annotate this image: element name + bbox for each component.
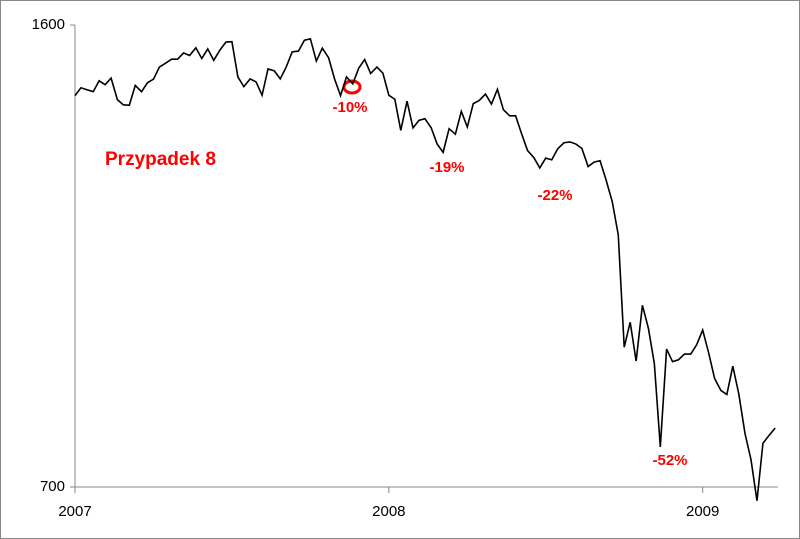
x-tick-label: 2008 <box>372 503 405 520</box>
y-tick-label: 1600 <box>32 16 65 33</box>
annotation: -19% <box>429 159 464 176</box>
x-tick-label: 2009 <box>686 503 719 520</box>
x-tick-label: 2007 <box>58 503 91 520</box>
annotation: -10% <box>332 99 367 116</box>
annotation: Przypadek 8 <box>105 149 216 170</box>
price-line <box>74 37 776 501</box>
annotation: -52% <box>652 452 687 469</box>
annotation: -22% <box>537 187 572 204</box>
y-tick-label: 700 <box>40 478 65 495</box>
